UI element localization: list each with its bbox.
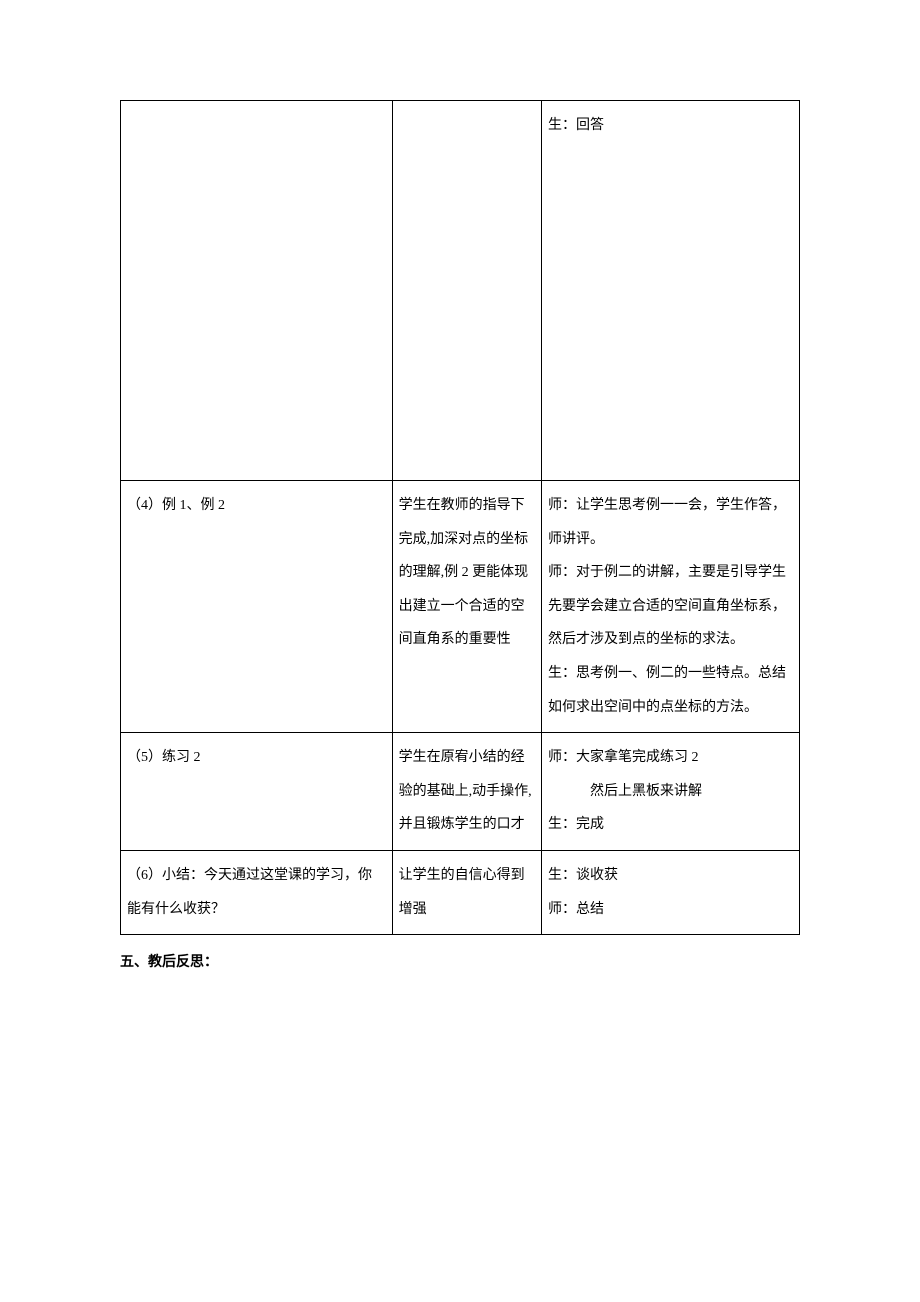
table-cell-col3: 生：回答 (541, 101, 799, 481)
table-cell-col1 (121, 101, 393, 481)
table-cell-col1: （5）练习 2 (121, 733, 393, 851)
table-cell-col3: 生：谈收获师：总结 (541, 850, 799, 934)
table-cell-col2: 学生在教师的指导下完成,加深对点的坐标的理解,例 2 更能体现出建立一个合适的空… (392, 481, 541, 733)
table-cell-col1: （6）小结：今天通过这堂课的学习，你能有什么收获？ (121, 850, 393, 934)
table-row: （5）练习 2学生在原宥小结的经验的基础上,动手操作,并且锻炼学生的口才师：大家… (121, 733, 800, 851)
table-body: 生：回答（4）例 1、例 2学生在教师的指导下完成,加深对点的坐标的理解,例 2… (121, 101, 800, 935)
lesson-plan-table: 生：回答（4）例 1、例 2学生在教师的指导下完成,加深对点的坐标的理解,例 2… (120, 100, 800, 935)
table-cell-col3: 师：大家拿笔完成练习 2 然后上黑板来讲解生：完成 (541, 733, 799, 851)
table-cell-col3: 师：让学生思考例一一会，学生作答，师讲评。师：对于例二的讲解，主要是引导学生先要… (541, 481, 799, 733)
table-cell-col2: 学生在原宥小结的经验的基础上,动手操作,并且锻炼学生的口才 (392, 733, 541, 851)
table-cell-col1: （4）例 1、例 2 (121, 481, 393, 733)
table-row: （6）小结：今天通过这堂课的学习，你能有什么收获？让学生的自信心得到增强生：谈收… (121, 850, 800, 934)
table-cell-col2: 让学生的自信心得到增强 (392, 850, 541, 934)
table-row: （4）例 1、例 2学生在教师的指导下完成,加深对点的坐标的理解,例 2 更能体… (121, 481, 800, 733)
table-cell-col2 (392, 101, 541, 481)
footer-heading: 五、教后反思： (120, 951, 800, 971)
table-row: 生：回答 (121, 101, 800, 481)
